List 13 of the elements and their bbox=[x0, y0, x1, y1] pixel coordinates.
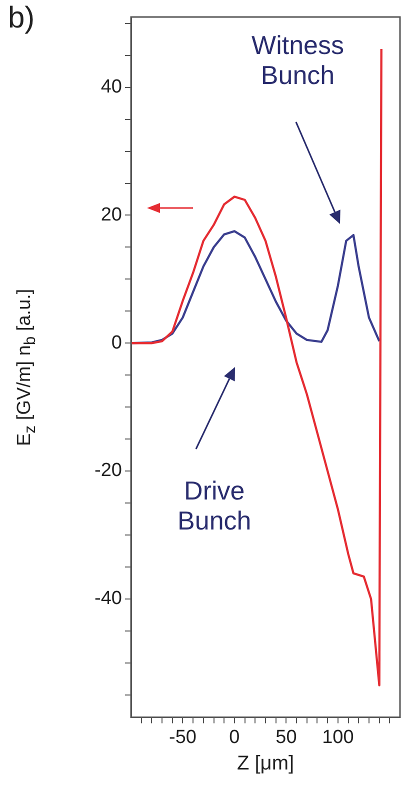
annotation: Drive Bunch bbox=[178, 475, 252, 536]
y-tick-label: 40 bbox=[100, 76, 122, 98]
annotation: Witness Bunch bbox=[252, 30, 344, 90]
y-tick-label: -40 bbox=[94, 588, 122, 610]
x-tick-label: 50 bbox=[276, 726, 297, 748]
x-tick-label: 0 bbox=[229, 726, 240, 748]
y-tick-label: 0 bbox=[111, 332, 122, 354]
x-tick-label: 100 bbox=[322, 726, 354, 748]
y-tick-label: 20 bbox=[100, 204, 122, 226]
x-axis-title: Z [μm] bbox=[236, 752, 294, 775]
x-tick-label: -50 bbox=[168, 726, 196, 748]
text: b) bbox=[8, 1, 35, 34]
y-tick-label: -20 bbox=[94, 460, 122, 482]
